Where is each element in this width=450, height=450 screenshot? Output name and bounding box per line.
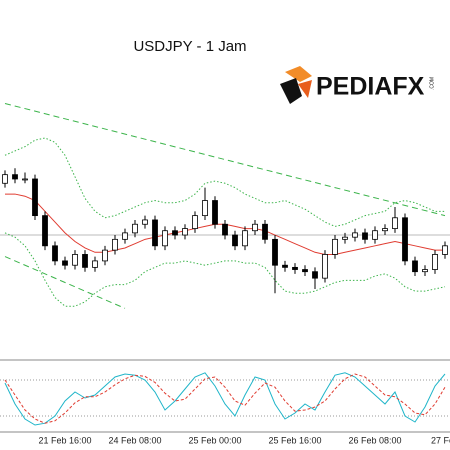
stochastic-line — [4, 372, 446, 426]
candle-body — [382, 228, 388, 232]
candle-body — [202, 200, 208, 217]
trendline — [4, 103, 446, 217]
candle-body — [172, 230, 178, 236]
candle-body — [102, 249, 108, 262]
x-tick-label: 25 Feb 16:00 — [268, 435, 321, 445]
candle-body — [402, 217, 408, 262]
candle-body — [412, 260, 418, 273]
x-tick-label: 27 Feb — [431, 435, 450, 445]
candle-body — [392, 217, 398, 229]
candle-body — [42, 215, 48, 247]
chart-title: USDJPY - 1 Jam — [133, 38, 246, 55]
candle-body — [302, 269, 308, 273]
candle-body — [292, 266, 298, 270]
candle-body — [242, 230, 248, 247]
candle-body — [12, 174, 18, 180]
candle-body — [442, 245, 448, 255]
candle-body — [222, 223, 228, 236]
candle-body — [192, 215, 198, 229]
candle-body — [22, 178, 28, 181]
candle-body — [112, 238, 118, 251]
bollinger-band — [4, 232, 446, 307]
x-tick-label: 24 Feb 08:00 — [108, 435, 161, 445]
candle-body — [92, 260, 98, 268]
candle-body — [432, 254, 438, 270]
candle-body — [82, 254, 88, 268]
candle-body — [322, 254, 328, 279]
logo-text: PEDIAFX — [316, 73, 425, 101]
candle-body — [52, 245, 58, 262]
trendline — [4, 256, 126, 309]
stochastic-line — [4, 373, 446, 424]
candle-body — [232, 234, 238, 247]
x-tick-label: 25 Feb 00:00 — [188, 435, 241, 445]
x-tick-label: 26 Feb 08:00 — [348, 435, 401, 445]
logo-suffix: .COM — [429, 77, 435, 90]
candle-body — [62, 260, 68, 266]
logo-icon — [280, 78, 302, 104]
candle-body — [142, 219, 148, 225]
candle-body — [352, 232, 358, 238]
candle-body — [2, 174, 8, 184]
candle-body — [32, 178, 38, 217]
candle-body — [162, 230, 168, 247]
candle-body — [362, 232, 368, 240]
candle-body — [312, 271, 318, 279]
candle-body — [72, 254, 78, 266]
bollinger-band — [4, 137, 445, 227]
candle-body — [122, 232, 128, 240]
candle-body — [332, 238, 338, 255]
candle-body — [272, 238, 278, 266]
candle-body — [342, 236, 348, 240]
candle-body — [262, 223, 268, 240]
logo: PEDIAFX .COM — [280, 66, 435, 104]
logo-icon — [298, 80, 312, 98]
logo-icon — [285, 66, 312, 82]
candle-body — [182, 228, 188, 236]
candle-body — [252, 223, 258, 232]
candle-body — [372, 230, 378, 240]
candle-body — [422, 269, 428, 273]
candle-body — [152, 219, 158, 247]
candle-body — [212, 200, 218, 225]
candle-body — [132, 223, 138, 234]
x-tick-label: 21 Feb 16:00 — [38, 435, 91, 445]
candle-body — [282, 264, 288, 268]
